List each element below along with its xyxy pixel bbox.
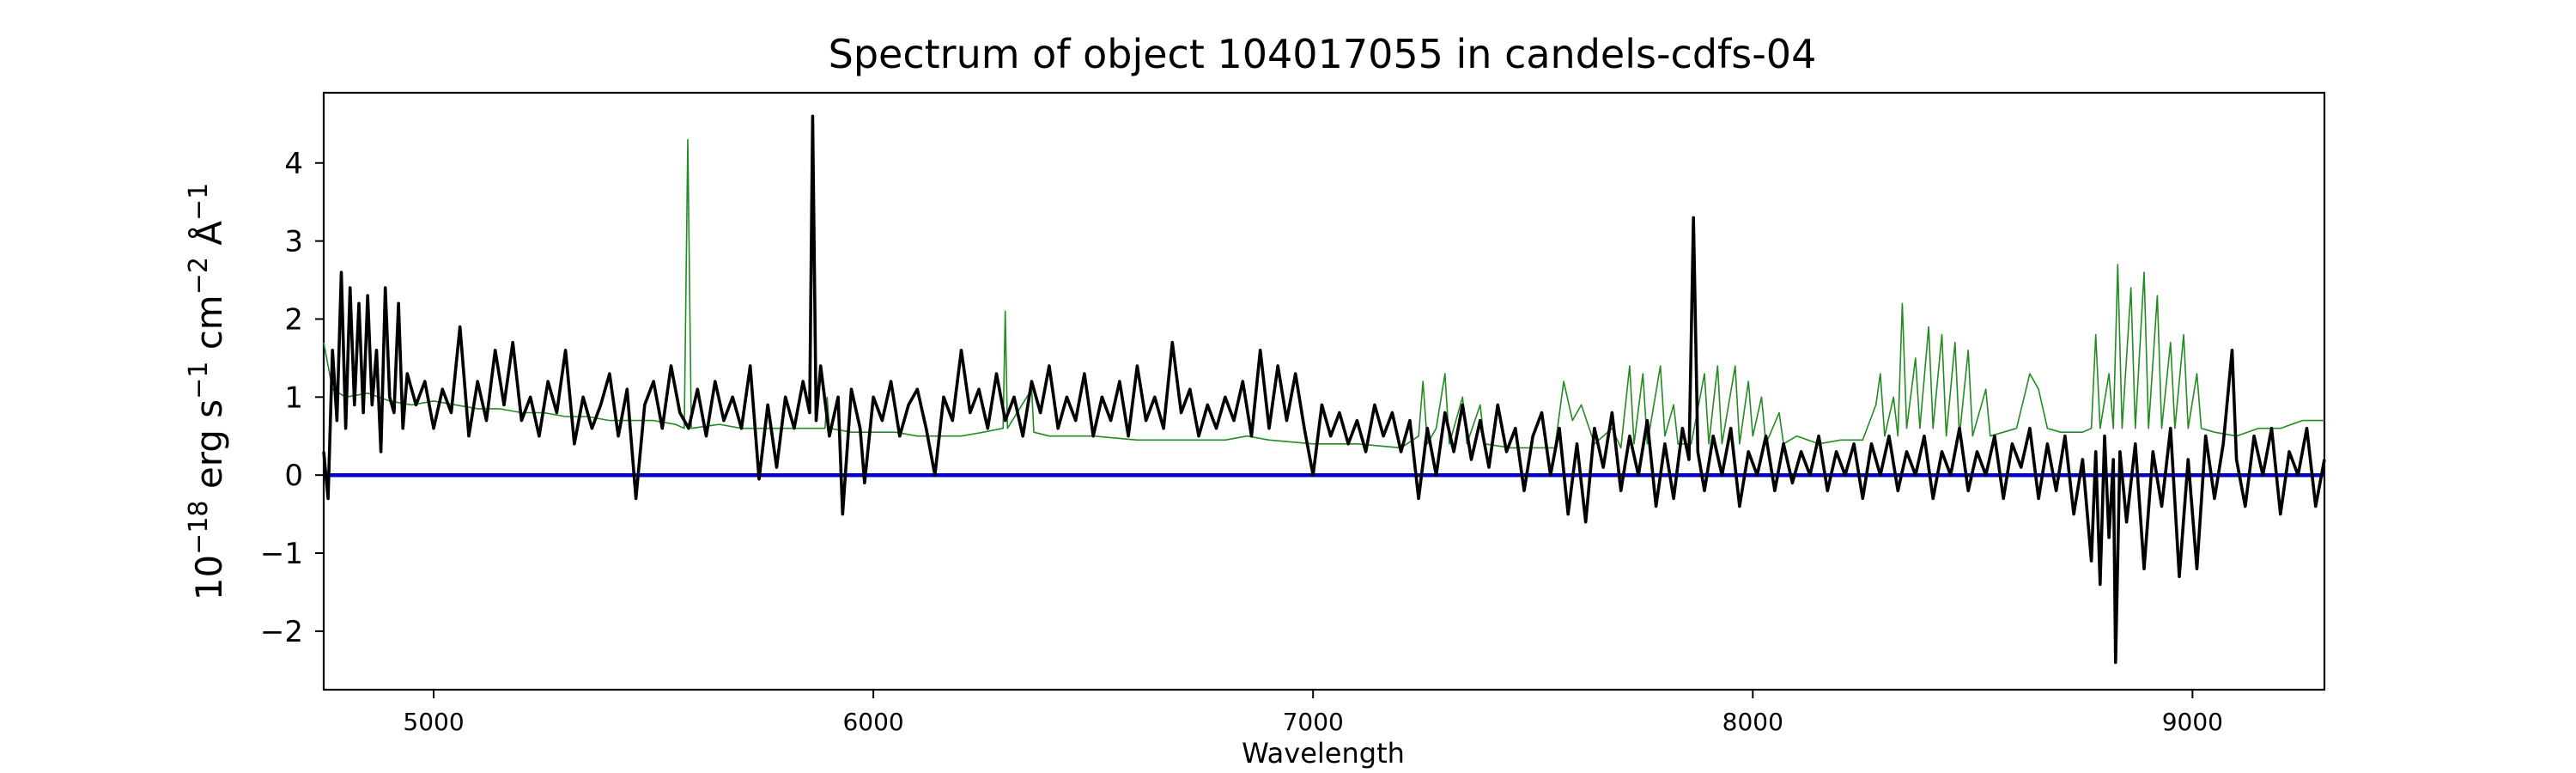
x-axis-ticks: 5000 6000 7000 8000 9000 (403, 690, 2223, 736)
y-tick-label: 3 (284, 225, 303, 259)
y-tick-label: −1 (260, 537, 303, 571)
y-label-exponent: −1 (184, 362, 214, 399)
y-tick-label: −2 (260, 615, 303, 649)
x-tick-label: 7000 (1283, 708, 1344, 736)
y-tick-label: 2 (284, 302, 303, 337)
x-tick-label: 9000 (2162, 708, 2223, 736)
y-axis-ticks: −2 −1 0 1 2 3 4 (260, 147, 324, 649)
plot-area (322, 91, 2326, 691)
y-label-text: erg s (188, 399, 230, 501)
chart-title: Spectrum of object 104017055 in candels-… (829, 31, 1817, 77)
plot-frame (322, 91, 2326, 691)
y-tick-label: 4 (284, 147, 303, 181)
x-tick-label: 5000 (403, 708, 464, 736)
x-tick-label: 6000 (842, 708, 903, 736)
series-line-model (323, 138, 2324, 449)
y-tick-label: 0 (284, 459, 303, 493)
y-label-exponent: −18 (184, 501, 214, 555)
y-label-text: 10 (188, 555, 230, 600)
y-label-text: cm (188, 295, 230, 361)
x-tick-label: 8000 (1722, 708, 1783, 736)
series-line-flux (322, 114, 2326, 665)
y-label-exponent: −1 (184, 183, 214, 221)
x-axis-label: Wavelength (1242, 737, 1405, 770)
series-layer (322, 114, 2326, 665)
y-axis-label: 10−18 erg s−1 cm−2 Å−1 (184, 183, 231, 601)
y-label-text: Å (187, 221, 230, 257)
y-label-exponent: −2 (184, 257, 214, 295)
y-tick-label: 1 (284, 380, 303, 415)
